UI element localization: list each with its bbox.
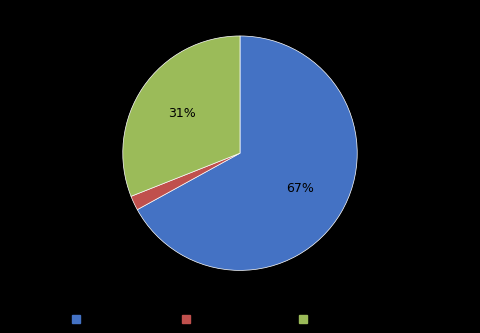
- Text: 31%: 31%: [168, 107, 196, 120]
- Wedge shape: [131, 153, 240, 210]
- Wedge shape: [137, 36, 357, 270]
- Text: 67%: 67%: [287, 182, 314, 195]
- Legend: Wages & Salaries, Employee Benefits, Operating Expenses: Wages & Salaries, Employee Benefits, Ope…: [68, 310, 412, 328]
- Wedge shape: [123, 36, 240, 196]
